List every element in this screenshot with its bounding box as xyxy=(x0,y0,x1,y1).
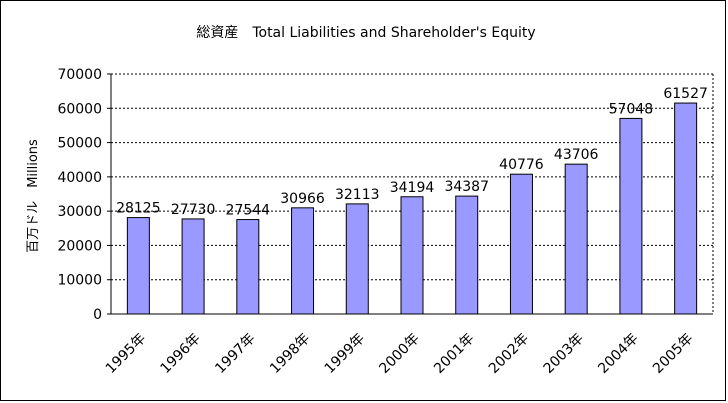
y-tick-label: 0 xyxy=(93,307,102,323)
chart-title: 総資産 Total Liabilities and Shareholder's … xyxy=(196,25,535,41)
bar xyxy=(509,173,533,315)
data-label: 32113 xyxy=(335,187,380,203)
x-axis-ticks: 1995年 1996年 1997年 1998年 1999年 2000年 2001年 2002年… xyxy=(103,331,697,377)
y-axis-label: 百万ドル Millions xyxy=(26,139,41,253)
x-tick-label: 1997年 xyxy=(212,331,258,377)
y-tick-label: 60000 xyxy=(57,101,102,117)
data-label: 57048 xyxy=(609,101,654,117)
bar xyxy=(455,195,479,315)
y-tick-label: 40000 xyxy=(57,170,102,186)
x-tick-label: 1999年 xyxy=(322,331,368,377)
axes xyxy=(110,74,714,315)
bar xyxy=(181,218,205,315)
bar xyxy=(126,217,150,315)
x-tick-label: 2003年 xyxy=(541,331,587,377)
y-tick-label: 30000 xyxy=(57,204,102,220)
data-label: 27730 xyxy=(171,202,216,218)
x-tick-label: 2002年 xyxy=(486,331,532,377)
bar xyxy=(564,163,588,315)
x-tick-label: 1996年 xyxy=(158,331,204,377)
x-tick-label: 1995年 xyxy=(103,331,149,377)
y-tick-label: 50000 xyxy=(57,136,102,152)
bar xyxy=(619,117,643,315)
y-tick-label: 20000 xyxy=(57,238,102,254)
data-label: 28125 xyxy=(116,201,161,217)
data-label: 34387 xyxy=(444,179,489,195)
y-tick-label: 10000 xyxy=(57,273,102,289)
y-axis-ticks: 0 10000 20000 30000 40000 50000 60000 70000 xyxy=(57,67,111,323)
bar xyxy=(291,207,315,315)
data-label: 61527 xyxy=(663,86,708,102)
x-tick-label: 2005年 xyxy=(650,331,696,377)
data-label: 34194 xyxy=(390,180,435,196)
x-tick-label: 1998年 xyxy=(267,331,313,377)
x-tick-label: 2000年 xyxy=(376,331,422,377)
bar xyxy=(345,203,369,315)
data-label: 30966 xyxy=(280,191,325,207)
x-tick-label: 2004年 xyxy=(595,331,641,377)
bar xyxy=(674,102,698,315)
y-tick-label: 70000 xyxy=(57,67,102,83)
data-label: 40776 xyxy=(499,157,544,173)
data-label: 27544 xyxy=(226,203,271,219)
data-label: 43706 xyxy=(554,147,599,163)
bar xyxy=(236,219,260,315)
x-tick-label: 2001年 xyxy=(431,331,477,377)
data-labels: 28125 27730 27544 30966 32113 34194 34387 40776… xyxy=(116,86,708,219)
bar xyxy=(400,196,424,315)
